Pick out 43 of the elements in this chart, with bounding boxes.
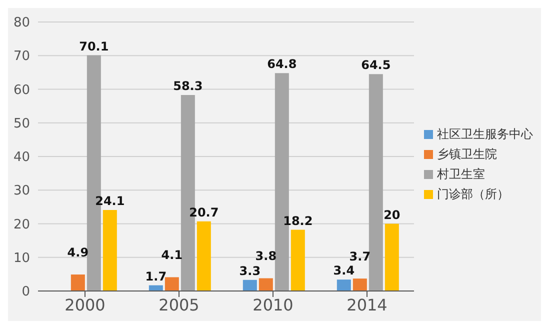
bar	[368, 74, 383, 291]
data-label: 70.1	[79, 39, 109, 54]
data-label: 20.7	[189, 205, 219, 220]
bar	[352, 278, 367, 291]
data-label: 24.1	[95, 194, 125, 208]
bar	[70, 274, 85, 291]
legend-label: 村卫生室	[437, 166, 485, 183]
data-label: 1.7	[145, 269, 167, 284]
legend-label: 社区卫生服务中心	[437, 126, 533, 143]
bar	[102, 210, 117, 291]
data-label: 3.4	[333, 264, 355, 278]
data-label: 58.3	[173, 78, 203, 93]
data-label: 64.5	[361, 58, 391, 72]
legend-label: 门诊部（所）	[437, 186, 509, 203]
x-tick-label: 2010	[252, 295, 294, 314]
y-tick-label: 30	[13, 184, 30, 199]
bar	[384, 224, 399, 291]
bar	[196, 221, 211, 291]
y-tick-label: 60	[13, 82, 30, 98]
data-label: 20	[384, 208, 400, 222]
data-label: 3.8	[255, 249, 277, 264]
bar	[258, 278, 273, 291]
data-label: 3.7	[349, 250, 371, 264]
bar	[290, 230, 305, 291]
bar	[336, 280, 351, 291]
bar	[164, 277, 179, 291]
x-tick-label: 2014	[346, 295, 388, 314]
data-label: 64.8	[267, 57, 297, 72]
data-label: 4.9	[67, 246, 89, 260]
y-tick-label: 20	[13, 217, 30, 232]
y-tick-label: 40	[13, 150, 30, 166]
legend-label: 乡镇卫生院	[437, 146, 497, 163]
y-tick-label: 0	[22, 284, 30, 300]
data-label: 4.1	[161, 248, 183, 262]
data-label: 3.3	[239, 264, 261, 278]
bar	[242, 280, 257, 291]
data-label: 18.2	[283, 214, 313, 228]
x-tick-label: 2005	[158, 295, 200, 314]
x-tick-label: 2000	[64, 295, 106, 314]
y-tick-label: 70	[13, 49, 30, 64]
y-tick-label: 10	[13, 250, 30, 266]
y-tick-label: 50	[13, 116, 30, 132]
y-tick-label: 80	[13, 16, 30, 31]
